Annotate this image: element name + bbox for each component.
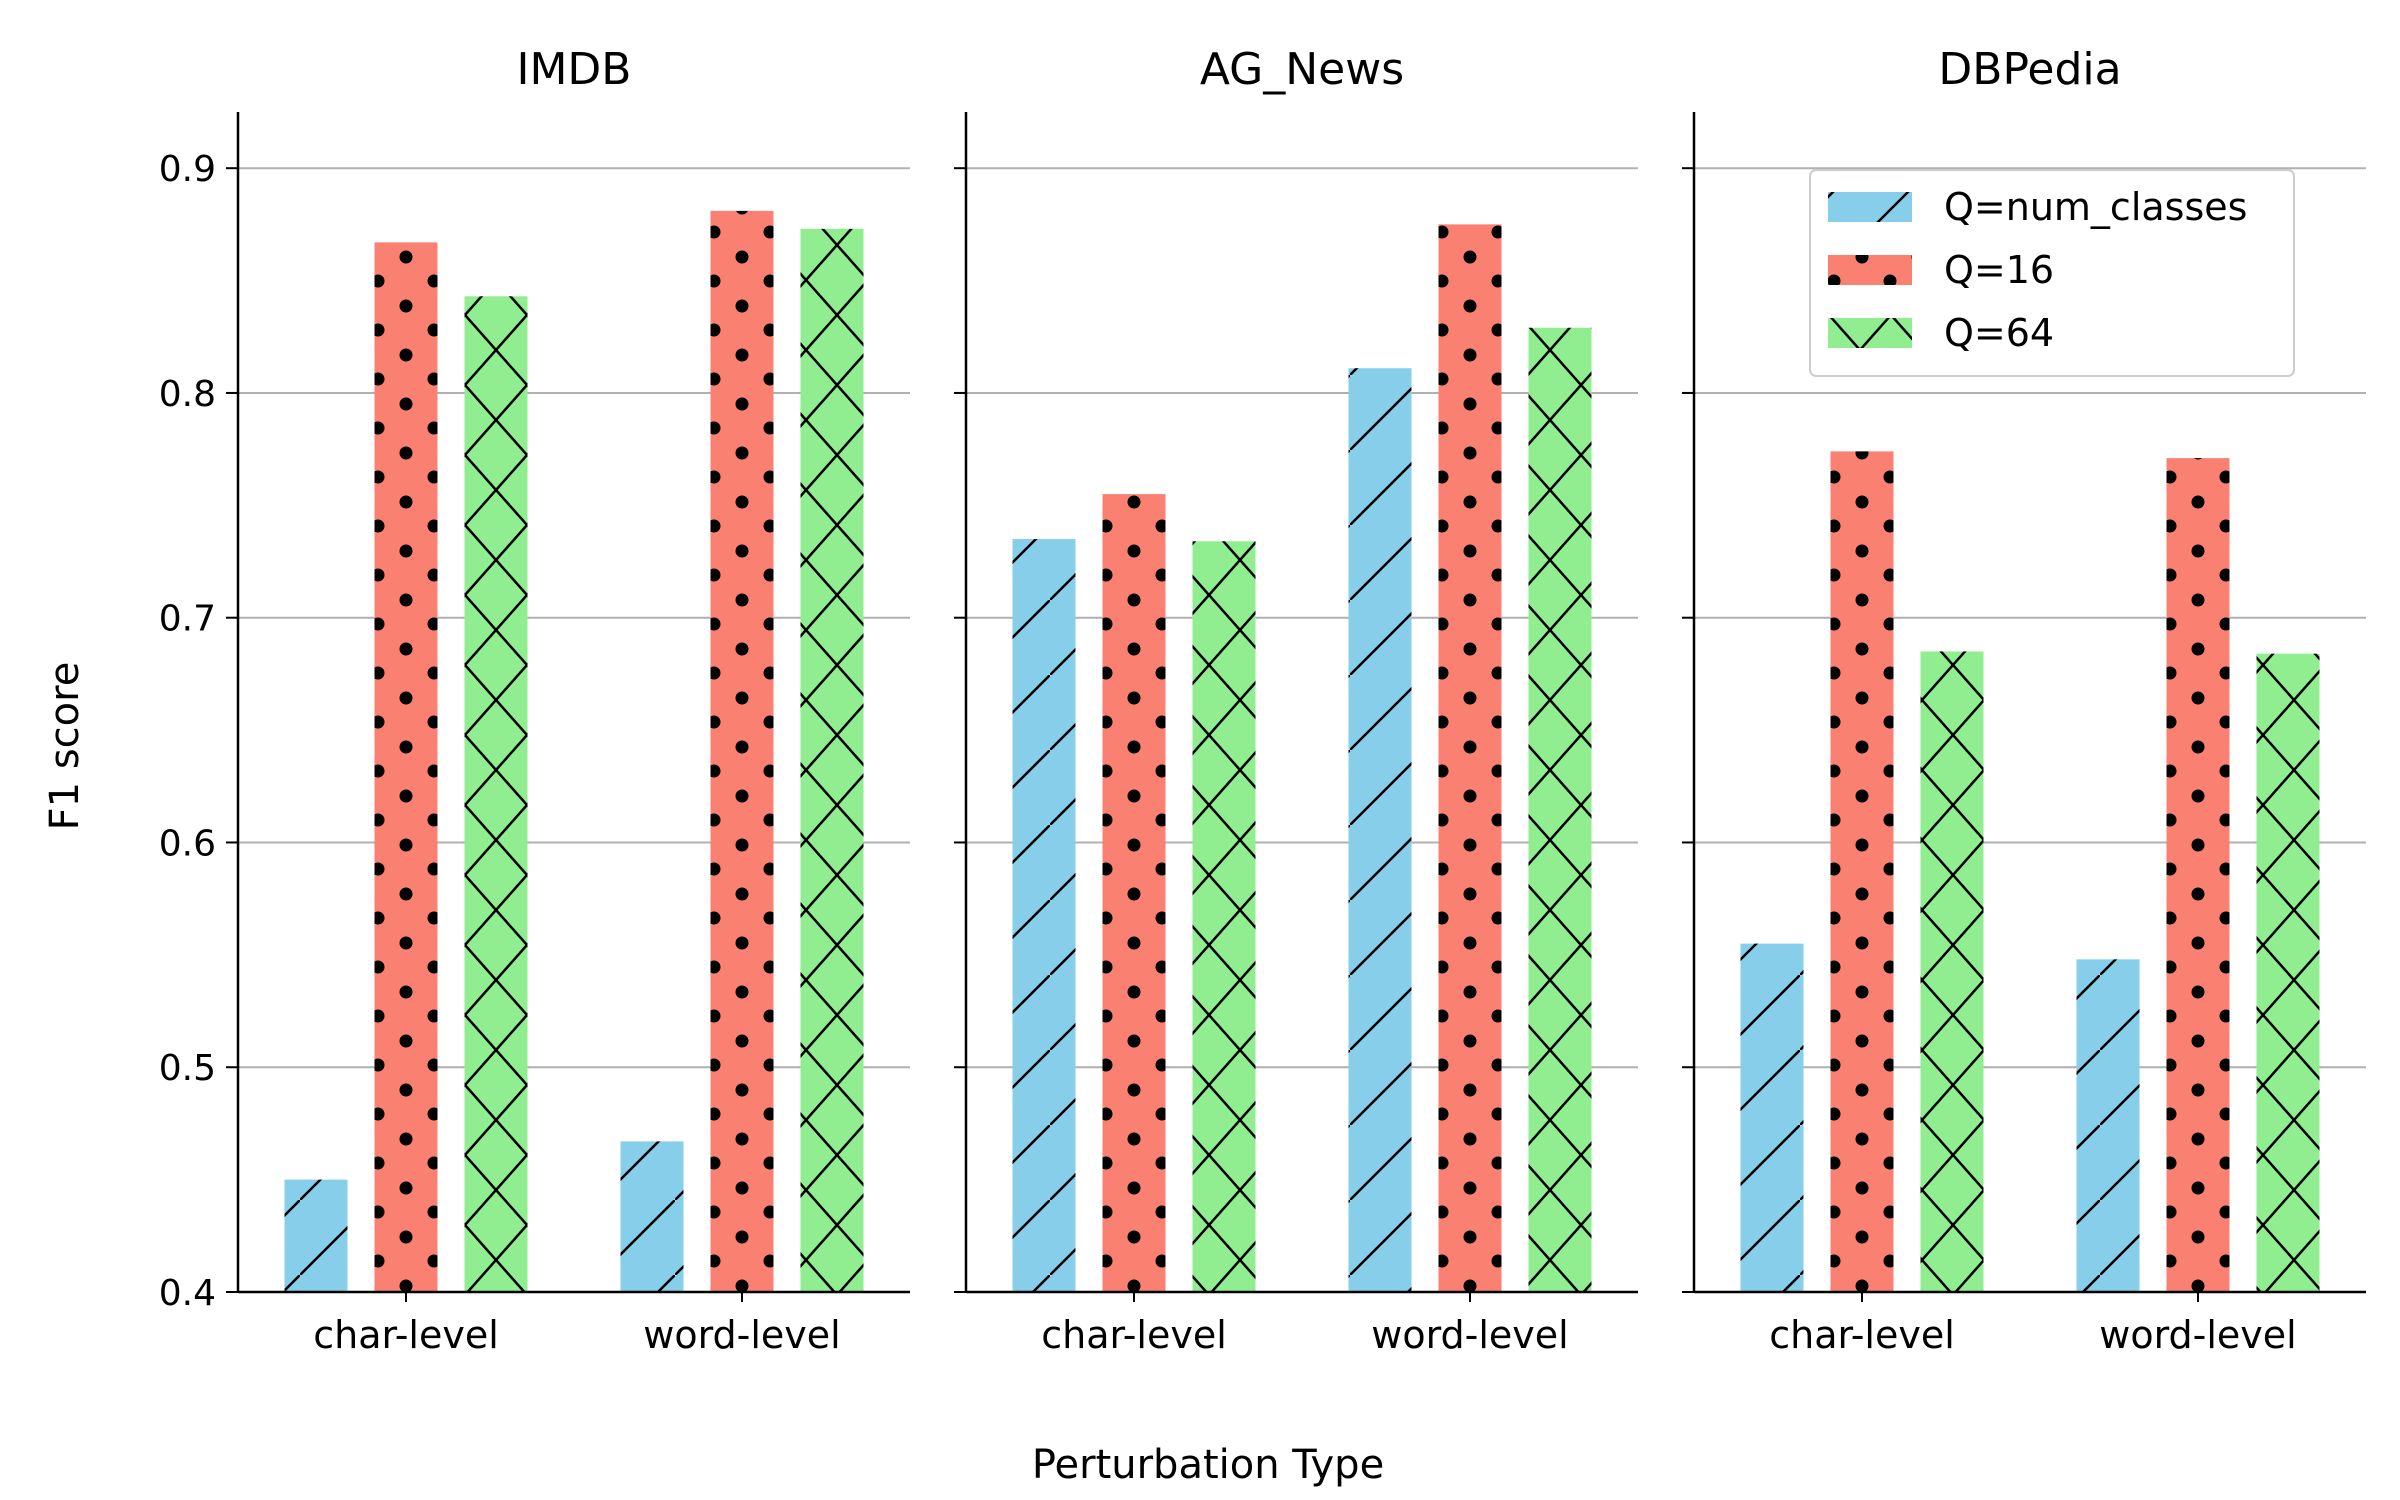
bar-hatch	[620, 1141, 684, 1292]
y-tick-label: 0.9	[159, 149, 216, 190]
y-axis-label: F1 score	[42, 662, 88, 831]
bar-hatch	[1192, 541, 1256, 1292]
y-tick-label: 0.4	[159, 1273, 216, 1314]
panel-ag-news: char-level word-level AG_News	[954, 44, 1638, 1357]
chart-panels: char-level word-level 0.4 0.5 0.6 0.7 0.8 0.9 IM…	[159, 44, 2366, 1357]
y-tick-label: 0.8	[159, 374, 216, 415]
bar-hatch	[710, 210, 774, 1292]
legend-label: Q=64	[1944, 311, 2054, 355]
legend-swatch-hatch	[1828, 255, 1912, 285]
legend-box	[1809, 169, 2295, 377]
x-tick-label: word-level	[2099, 1313, 2296, 1357]
panel-dbpedia: char-level word-level DBPedia	[1682, 44, 2366, 1357]
x-tick-label: char-level	[1769, 1313, 1955, 1357]
bar-hatch	[1348, 368, 1412, 1292]
x-tick-label: word-level	[643, 1313, 840, 1357]
legend-label: Q=16	[1944, 248, 2054, 292]
bar-hatch	[1102, 494, 1166, 1293]
x-tick-label: char-level	[1041, 1313, 1227, 1357]
bar-hatch	[464, 296, 528, 1292]
legend-label: Q=num_classes	[1944, 185, 2247, 229]
panel-imdb: char-level word-level 0.4 0.5 0.6 0.7 0.8 0.9 IM…	[159, 44, 910, 1357]
panel-title: AG_News	[1200, 44, 1404, 95]
legend: Q=num_classes Q=16 Q=64	[1809, 169, 2295, 377]
bar-hatch	[2256, 653, 2320, 1292]
bar-hatch	[1438, 224, 1502, 1292]
bar-hatch	[1830, 451, 1894, 1292]
bar-hatch	[1740, 943, 1804, 1292]
x-tick-label: word-level	[1371, 1313, 1568, 1357]
x-axis-label: Perturbation Type	[1032, 1442, 1384, 1488]
y-tick-label: 0.6	[159, 823, 216, 864]
bar-hatch	[374, 242, 438, 1292]
bar-hatch	[284, 1179, 348, 1292]
y-tick-label: 0.5	[159, 1048, 216, 1089]
y-tick-label: 0.7	[159, 599, 216, 640]
bar-hatch	[800, 228, 864, 1292]
bar-hatch	[2076, 959, 2140, 1292]
bar-hatch	[2166, 458, 2230, 1293]
legend-swatch-hatch	[1828, 318, 1912, 348]
legend-swatch-hatch	[1828, 192, 1912, 222]
x-tick-label: char-level	[313, 1313, 499, 1357]
panel-title: IMDB	[516, 44, 631, 95]
panel-title: DBPedia	[1938, 44, 2121, 95]
bar-hatch	[1920, 651, 1984, 1292]
bar-hatch	[1528, 327, 1592, 1292]
bar-hatch	[1012, 539, 1076, 1292]
